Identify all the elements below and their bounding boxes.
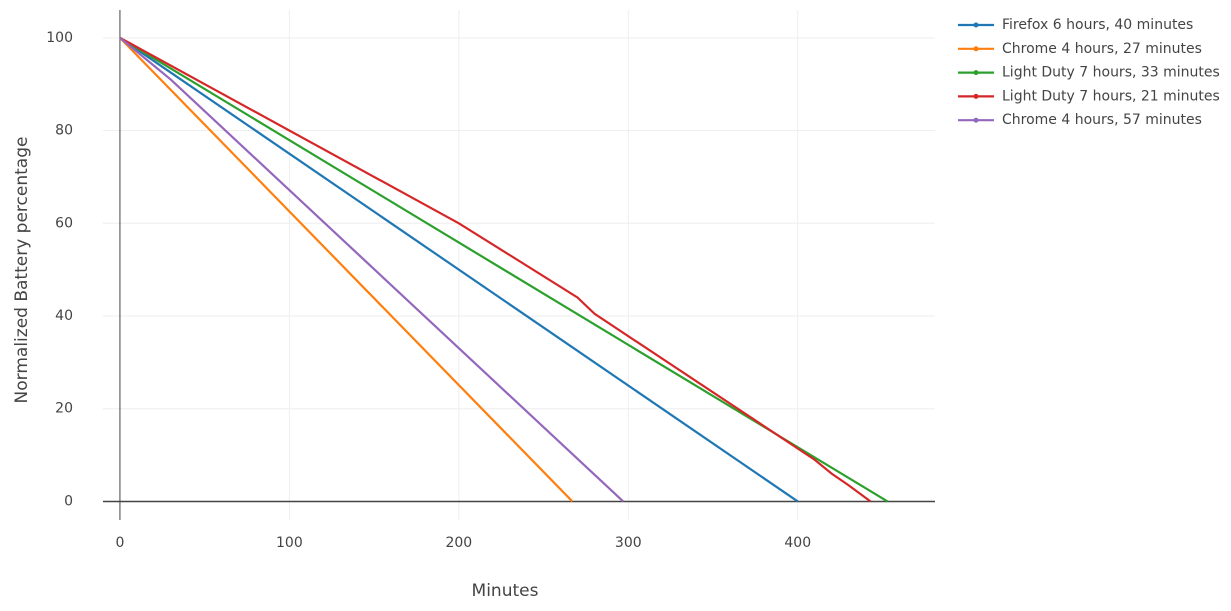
legend-label: Light Duty 7 hours, 33 minutes [1002,65,1220,81]
x-axis-title: Minutes [472,581,539,601]
y-tick-label: 20 [55,401,73,417]
x-tick-label: 200 [445,535,472,551]
series-line [119,36,872,503]
x-tick-label: 0 [115,535,124,551]
legend-label: Chrome 4 hours, 27 minutes [1002,41,1202,57]
legend-label: Light Duty 7 hours, 21 minutes [1002,88,1220,104]
legend-marker [973,93,979,99]
legend-marker [973,117,979,123]
legend-marker [973,22,979,28]
series-line [119,36,624,503]
y-tick-label: 80 [55,123,73,139]
series-line [119,36,799,503]
y-tick-label: 60 [55,215,73,231]
legend-label: Firefox 6 hours, 40 minutes [1002,17,1193,33]
series-line [119,37,574,503]
legend-marker [973,70,979,76]
legend-marker [973,46,979,52]
x-tick-label: 100 [276,535,303,551]
y-axis-title: Normalized Battery percentage [12,137,32,404]
x-tick-label: 300 [615,535,642,551]
y-tick-label: 0 [64,493,73,509]
x-tick-label: 400 [784,535,811,551]
y-tick-label: 100 [46,30,73,46]
legend-label: Chrome 4 hours, 57 minutes [1002,112,1202,128]
y-tick-label: 40 [55,308,73,324]
